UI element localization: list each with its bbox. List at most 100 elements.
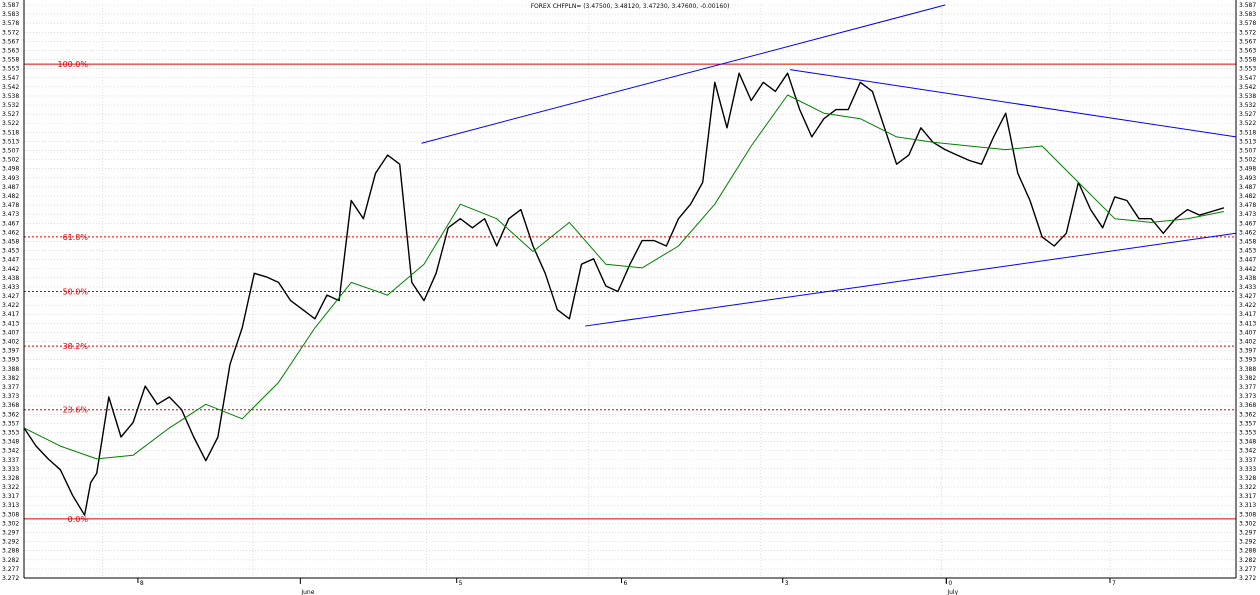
y-tick-label-left: 3.393 <box>2 357 19 364</box>
y-tick-label-right: 3.308 <box>1239 511 1256 518</box>
y-tick-label-right: 3.413 <box>1239 320 1256 327</box>
y-tick-label-left: 3.578 <box>2 20 19 27</box>
y-tick-label-right: 3.362 <box>1239 411 1256 418</box>
series <box>23 72 1225 516</box>
y-tick-label-left: 3.522 <box>2 120 19 127</box>
y-tick-label-right: 3.487 <box>1239 184 1256 191</box>
y-tick-label-right: 3.288 <box>1239 548 1256 555</box>
fibonacci-label: 61.8% <box>63 233 89 242</box>
y-tick-label-left: 3.467 <box>2 220 19 227</box>
y-tick-label-left: 3.377 <box>2 384 19 391</box>
x-minor-tick-label: 7 <box>1112 580 1116 587</box>
y-tick-label-left: 3.357 <box>2 420 19 427</box>
y-tick-label-right: 3.567 <box>1239 38 1256 45</box>
y-tick-label-left: 3.353 <box>2 429 19 436</box>
y-tick-label-left: 3.397 <box>2 348 19 355</box>
y-tick-label-left: 3.328 <box>2 475 19 482</box>
y-tick-label-left: 3.272 <box>2 575 19 582</box>
y-tick-label-right: 3.357 <box>1239 420 1256 427</box>
y-tick-label-right: 3.478 <box>1239 202 1256 209</box>
y-tick-label-right: 3.282 <box>1239 557 1256 564</box>
trendline <box>421 4 946 144</box>
y-tick-label-left: 3.333 <box>2 466 19 473</box>
y-tick-label-left: 3.337 <box>2 457 19 464</box>
y-tick-label-left: 3.417 <box>2 311 19 318</box>
moving-average-line <box>23 94 1224 460</box>
x-major-tick-label: July <box>946 589 958 595</box>
y-tick-label-left: 3.427 <box>2 293 19 300</box>
y-tick-label-left: 3.322 <box>2 484 19 491</box>
y-tick-label-right: 3.563 <box>1239 47 1256 54</box>
y-tick-label-right: 3.302 <box>1239 520 1256 527</box>
y-tick-label-left: 3.453 <box>2 248 19 255</box>
y-tick-label-right: 3.532 <box>1239 102 1256 109</box>
y-tick-label-left: 3.542 <box>2 84 19 91</box>
y-tick-label-right: 3.458 <box>1239 238 1256 245</box>
y-tick-label-right: 3.422 <box>1239 302 1256 309</box>
y-tick-label-right: 3.393 <box>1239 357 1256 364</box>
y-tick-label-left: 3.302 <box>2 520 19 527</box>
y-tick-label-right: 3.427 <box>1239 293 1256 300</box>
fibonacci-label: 100.0% <box>57 60 88 69</box>
y-tick-label-right: 3.373 <box>1239 393 1256 400</box>
y-tick-label-right: 3.333 <box>1239 466 1256 473</box>
chart-title: FOREX CHFPLN= (3.47500, 3.48120, 3.47230… <box>531 3 730 10</box>
y-tick-label-left: 3.482 <box>2 193 19 200</box>
y-tick-label-left: 3.292 <box>2 539 19 546</box>
y-tick-label-left: 3.382 <box>2 375 19 382</box>
y-tick-label-left: 3.538 <box>2 93 19 100</box>
trendlines <box>421 4 1237 327</box>
y-tick-label-right: 3.513 <box>1239 138 1256 145</box>
x-minor-tick-label: 8 <box>140 580 144 587</box>
y-tick-label-right: 3.547 <box>1239 75 1256 82</box>
y-tick-label-left: 3.277 <box>2 566 19 573</box>
fibonacci-label: 50.0% <box>63 288 89 297</box>
y-tick-label-left: 3.583 <box>2 11 19 18</box>
y-tick-label-left: 3.518 <box>2 129 19 136</box>
y-tick-label-left: 3.348 <box>2 439 19 446</box>
y-tick-label-left: 3.502 <box>2 157 19 164</box>
y-tick-label-right: 3.453 <box>1239 248 1256 255</box>
y-tick-label-left: 3.442 <box>2 266 19 273</box>
y-tick-label-right: 3.382 <box>1239 375 1256 382</box>
fibonacci-levels: 100.0% 61.8% 50.0% 38.2% 23.6% 0.0% <box>24 60 1236 524</box>
y-tick-label-right: 3.518 <box>1239 129 1256 136</box>
fibonacci-label: 0.0% <box>68 515 89 524</box>
y-tick-label-left: 3.308 <box>2 511 19 518</box>
x-minor-tick-label: 5 <box>459 580 463 587</box>
y-tick-label-left: 3.532 <box>2 102 19 109</box>
y-tick-label-right: 3.572 <box>1239 29 1256 36</box>
y-tick-label-left: 3.478 <box>2 202 19 209</box>
y-tick-label-left: 3.553 <box>2 66 19 73</box>
y-tick-label-right: 3.442 <box>1239 266 1256 273</box>
y-tick-label-right: 3.317 <box>1239 493 1256 500</box>
y-tick-label-left: 3.402 <box>2 339 19 346</box>
y-tick-label-right: 3.462 <box>1239 229 1256 236</box>
y-tick-label-left: 3.433 <box>2 284 19 291</box>
y-tick-label-right: 3.583 <box>1239 11 1256 18</box>
y-tick-label-right: 3.277 <box>1239 566 1256 573</box>
y-tick-label-left: 3.373 <box>2 393 19 400</box>
y-tick-label-left: 3.368 <box>2 402 19 409</box>
trendline <box>585 232 1237 327</box>
x-minor-tick-label: 3 <box>785 580 789 587</box>
y-tick-label-right: 3.578 <box>1239 20 1256 27</box>
y-tick-label-right: 3.397 <box>1239 348 1256 355</box>
y-tick-label-left: 3.493 <box>2 175 19 182</box>
y-tick-label-left: 3.438 <box>2 275 19 282</box>
y-tick-label-right: 3.473 <box>1239 211 1256 218</box>
y-tick-label-left: 3.458 <box>2 238 19 245</box>
y-tick-label-left: 3.317 <box>2 493 19 500</box>
y-tick-label-right: 3.337 <box>1239 457 1256 464</box>
y-tick-label-right: 3.377 <box>1239 384 1256 391</box>
x-major-tick-label: June <box>300 589 314 595</box>
y-tick-label-left: 3.547 <box>2 75 19 82</box>
y-tick-label-right: 3.587 <box>1239 2 1256 9</box>
y-tick-label-right: 3.538 <box>1239 93 1256 100</box>
y-tick-label-left: 3.413 <box>2 320 19 327</box>
y-tick-label-right: 3.353 <box>1239 429 1256 436</box>
y-tick-label-left: 3.342 <box>2 448 19 455</box>
y-tick-label-left: 3.388 <box>2 366 19 373</box>
x-minor-tick-label: 6 <box>624 580 628 587</box>
